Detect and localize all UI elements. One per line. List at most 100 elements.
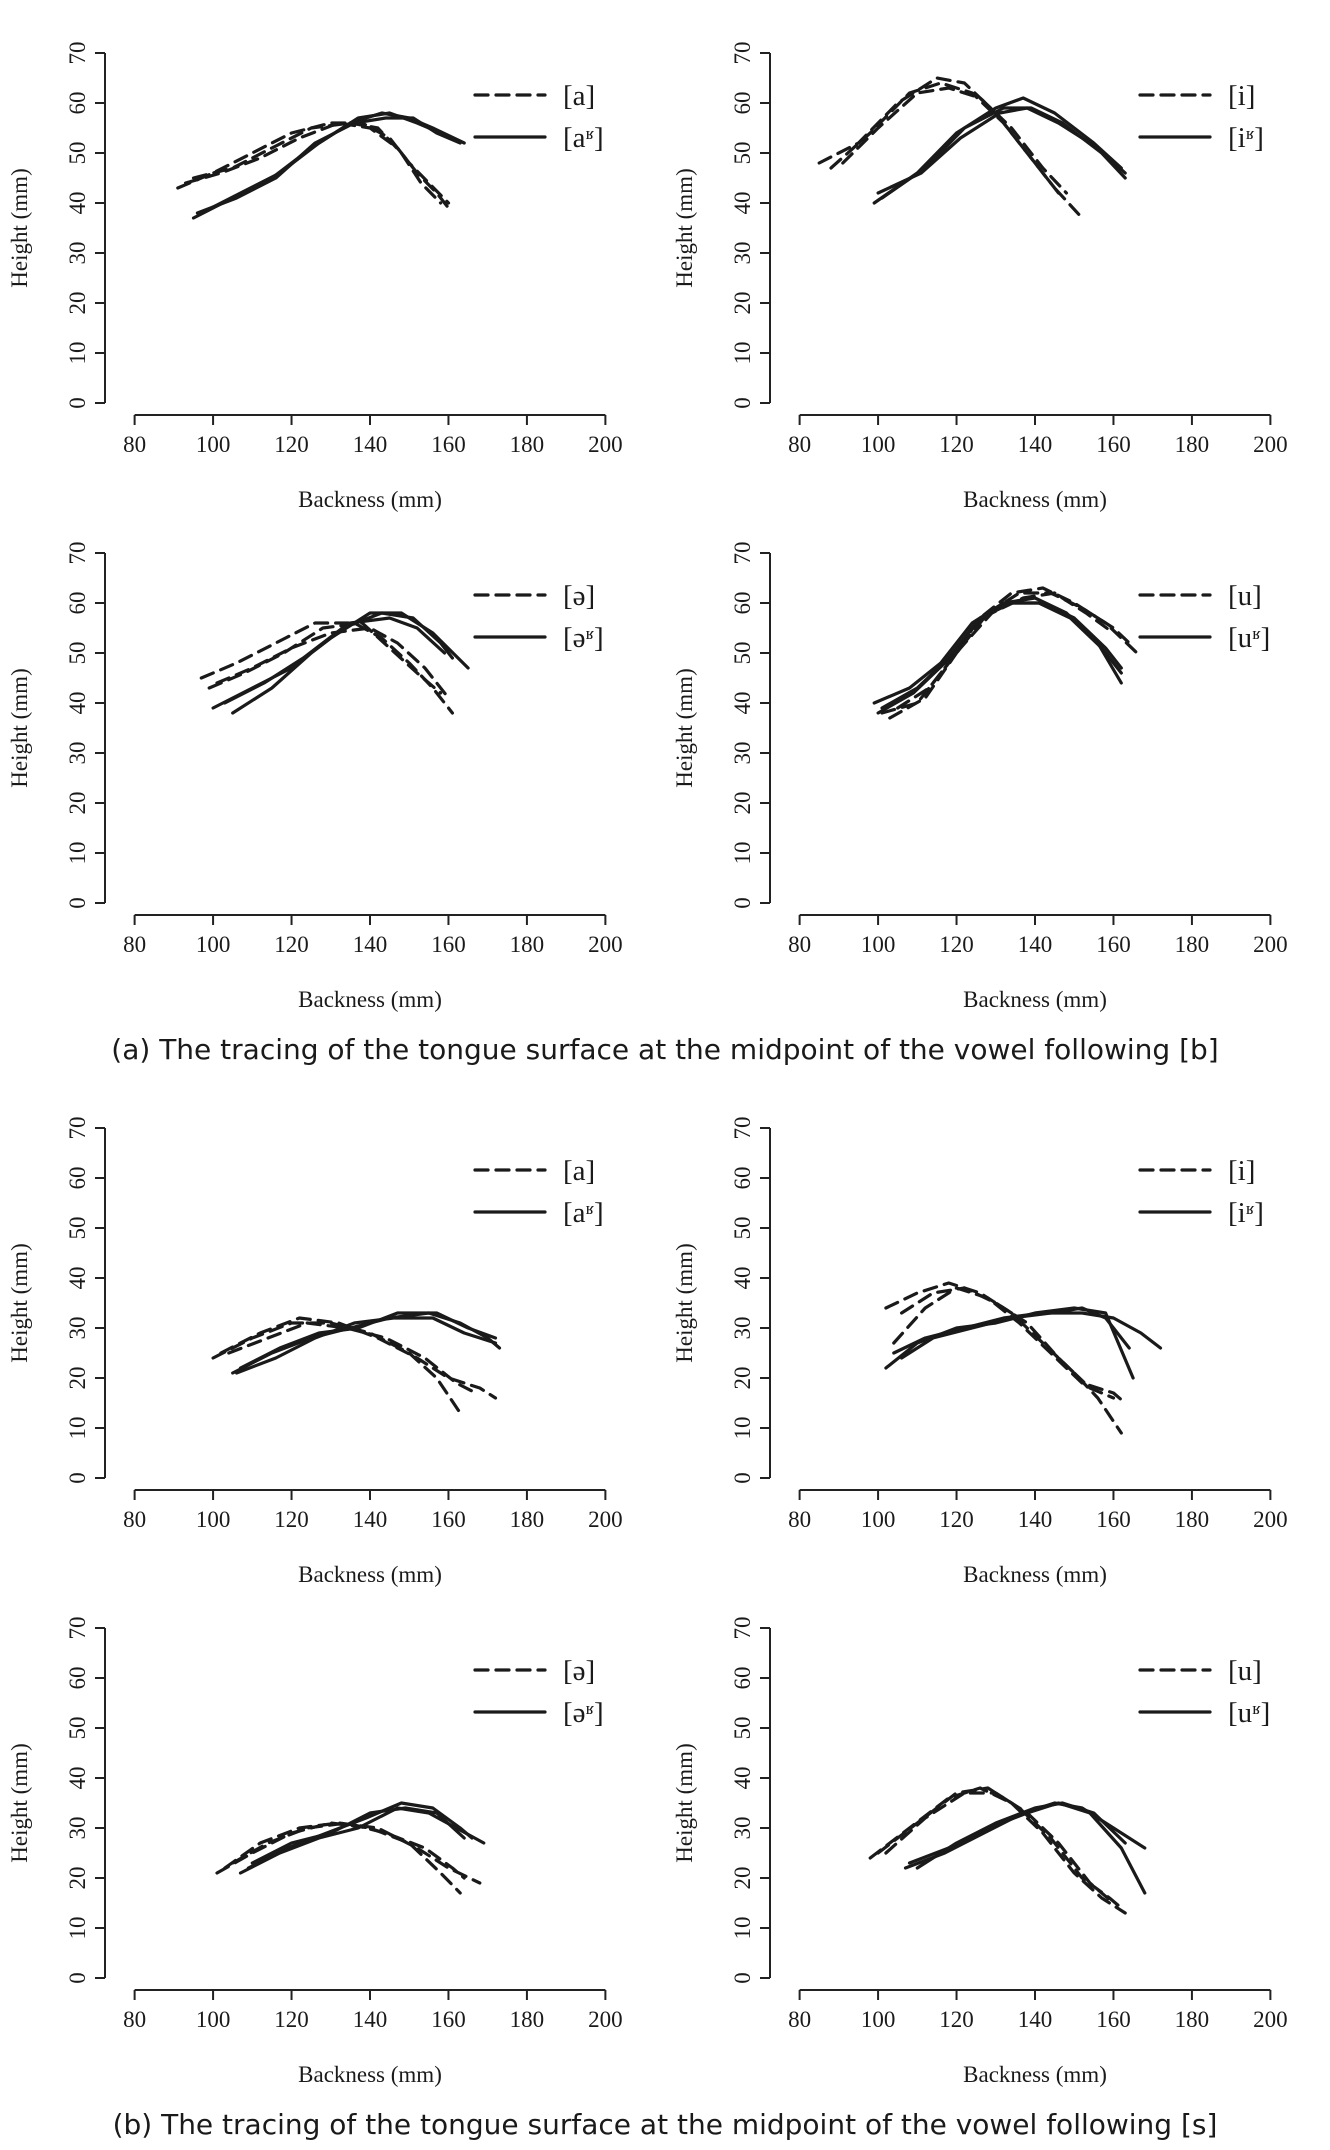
y-axis-title: Height (mm): [672, 668, 697, 787]
x-axis-title: Backness (mm): [298, 487, 442, 512]
plain-vowel-curve: [227, 1321, 478, 1395]
y-tick-label: 0: [730, 1972, 755, 1984]
y-tick-label: 50: [65, 1217, 90, 1240]
x-tick-label: 80: [123, 432, 146, 457]
x-tick-label: 120: [939, 2007, 974, 2032]
y-tick-label: 50: [730, 642, 755, 665]
x-tick-label: 180: [510, 1507, 545, 1532]
plain-vowel-curve: [900, 1286, 1116, 1400]
x-tick-label: 160: [431, 2007, 466, 2032]
x-tick-label: 140: [1018, 432, 1053, 457]
y-tick-label: 70: [65, 1617, 90, 1640]
x-tick-label: 80: [788, 432, 811, 457]
y-tick-label: 70: [730, 1117, 755, 1140]
plain-vowel-curve: [892, 1286, 1127, 1405]
x-tick-label: 80: [788, 1507, 811, 1532]
y-axis-title: Height (mm): [7, 1243, 32, 1362]
x-tick-label: 160: [431, 932, 466, 957]
x-tick-label: 180: [1175, 1507, 1210, 1532]
y-tick-label: 10: [65, 842, 90, 865]
plain-vowel-curve: [199, 621, 454, 715]
pharyngealized-vowel-curve: [872, 96, 1123, 205]
legend-label: [əʶ]: [563, 1697, 604, 1729]
x-tick-label: 180: [510, 2007, 545, 2032]
legend: [i] [iʶ]: [1138, 80, 1264, 154]
x-tick-label: 120: [274, 932, 309, 957]
y-axis-title: Height (mm): [7, 168, 32, 287]
y-tick-label: 30: [730, 742, 755, 765]
y-tick-label: 0: [65, 1972, 90, 1984]
y-axis-title: Height (mm): [7, 1743, 32, 1862]
y-tick-label: 50: [730, 1217, 755, 1240]
x-tick-label: 140: [353, 432, 388, 457]
legend-label: [u]: [1228, 580, 1262, 612]
x-tick-label: 180: [510, 432, 545, 457]
y-tick-label: 50: [730, 142, 755, 165]
y-tick-label: 70: [65, 542, 90, 565]
x-tick-label: 160: [1096, 1507, 1131, 1532]
y-axis-title: Height (mm): [7, 668, 32, 787]
chart-panel-b-i: 0 10 20 30 40 50 60 70 80 100 120 140 160 180 200 Backn…: [672, 1117, 1288, 1588]
legend: [a] [aʶ]: [473, 1155, 604, 1229]
y-tick-label: 30: [730, 1817, 755, 1840]
y-tick-label: 0: [65, 1472, 90, 1484]
x-tick-label: 200: [588, 932, 623, 957]
y-tick-label: 60: [730, 1667, 755, 1690]
legend: [i] [iʶ]: [1138, 1155, 1264, 1229]
x-tick-label: 100: [196, 932, 231, 957]
legend-label: [aʶ]: [563, 1197, 604, 1229]
y-tick-label: 10: [65, 1917, 90, 1940]
y-tick-label: 50: [730, 1717, 755, 1740]
plain-vowel-curve: [207, 621, 443, 695]
y-tick-label: 10: [730, 342, 755, 365]
y-tick-label: 40: [65, 192, 90, 215]
legend-label: [ə]: [563, 1655, 595, 1687]
y-tick-label: 30: [65, 242, 90, 265]
y-tick-label: 60: [730, 92, 755, 115]
x-tick-label: 160: [1096, 432, 1131, 457]
legend-label: [əʶ]: [563, 622, 604, 654]
x-tick-label: 180: [1175, 2007, 1210, 2032]
y-axis-title: Height (mm): [672, 1243, 697, 1362]
pharyngealized-vowel-curve: [231, 616, 447, 715]
x-tick-label: 160: [431, 432, 466, 457]
y-tick-label: 60: [65, 1667, 90, 1690]
x-tick-label: 100: [196, 2007, 231, 2032]
legend-label: [iʶ]: [1228, 122, 1264, 154]
x-tick-label: 80: [123, 932, 146, 957]
y-tick-label: 10: [65, 342, 90, 365]
x-tick-label: 100: [861, 932, 896, 957]
y-tick-label: 70: [730, 542, 755, 565]
legend-label: [u]: [1228, 1655, 1262, 1687]
y-tick-label: 30: [65, 1317, 90, 1340]
y-tick-label: 0: [730, 397, 755, 409]
y-tick-label: 40: [65, 1267, 90, 1290]
pharyngealized-vowel-curve: [238, 1311, 498, 1370]
plain-vowel-curve: [841, 86, 1068, 195]
pharyngealized-vowel-curve: [880, 601, 1123, 710]
plain-vowel-curve: [215, 626, 451, 700]
x-axis-title: Backness (mm): [298, 1562, 442, 1587]
y-tick-label: 20: [730, 292, 755, 315]
y-tick-label: 20: [65, 1367, 90, 1390]
legend-label: [ə]: [563, 580, 595, 612]
caption-a: (a) The tracing of the tongue surface at…: [111, 1033, 1219, 1066]
y-tick-label: 70: [65, 1117, 90, 1140]
x-axis-title: Backness (mm): [298, 2062, 442, 2087]
plain-vowel-curve: [829, 81, 1061, 195]
x-tick-label: 200: [1253, 432, 1288, 457]
y-tick-label: 30: [730, 1317, 755, 1340]
x-tick-label: 80: [123, 2007, 146, 2032]
pharyngealized-vowel-curve: [199, 111, 443, 215]
y-tick-label: 50: [65, 642, 90, 665]
y-axis-title: Height (mm): [672, 1743, 697, 1862]
plain-vowel-curve: [219, 1316, 498, 1400]
y-tick-label: 30: [65, 1817, 90, 1840]
x-tick-label: 140: [353, 932, 388, 957]
legend-label: [a]: [563, 1155, 595, 1187]
x-tick-label: 80: [123, 1507, 146, 1532]
pharyngealized-vowel-curve: [915, 1801, 1127, 1870]
x-tick-label: 100: [196, 1507, 231, 1532]
x-tick-label: 180: [1175, 432, 1210, 457]
